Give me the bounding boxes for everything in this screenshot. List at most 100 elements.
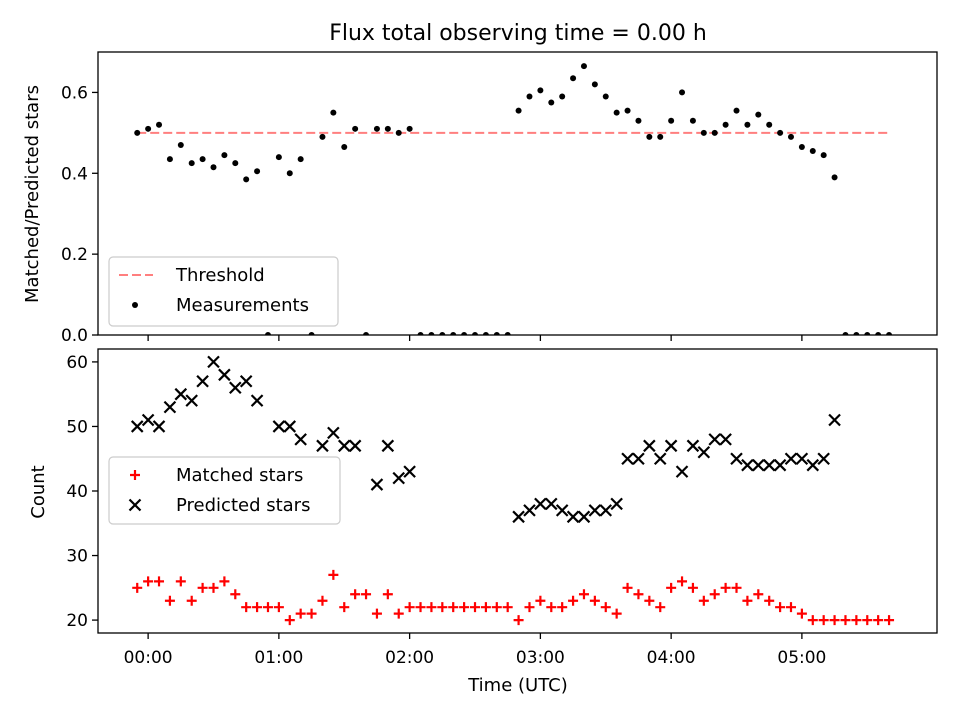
legend-box <box>108 456 341 525</box>
matched-star-marker <box>655 602 666 613</box>
measurement-point <box>330 109 337 116</box>
matched-star-marker <box>568 595 579 606</box>
x-tick-label: 03:00 <box>516 648 565 668</box>
matched-star-marker <box>785 602 796 613</box>
matched-star-marker <box>677 576 688 587</box>
matched-star-marker <box>796 608 807 619</box>
y-tick-label: 50 <box>66 417 88 437</box>
matched-star-marker <box>241 602 252 613</box>
predicted-star-marker <box>653 452 667 466</box>
measurement-point <box>210 164 217 171</box>
measurement-point <box>537 87 544 94</box>
measurement-point <box>755 111 762 118</box>
matched-star-marker <box>132 582 143 593</box>
axes-frame <box>97 51 938 336</box>
measurement-point <box>689 117 696 124</box>
measurement-point <box>559 93 566 100</box>
matched-star-marker <box>339 602 350 613</box>
measurement-point <box>504 332 511 335</box>
measurement-point <box>428 332 435 335</box>
measurement-point <box>406 125 413 132</box>
predicted-star-marker <box>337 439 351 453</box>
predicted-star-marker <box>773 458 787 472</box>
measurement-point <box>864 332 871 335</box>
matched-star-marker <box>742 595 753 606</box>
predicted-star-marker <box>239 374 253 388</box>
predicted-star-marker <box>686 439 700 453</box>
matched-star-marker <box>611 608 622 619</box>
y-tick-label: 20 <box>66 611 88 631</box>
predicted-star-marker <box>392 471 406 485</box>
measurement-point <box>232 160 239 167</box>
y-tick-label: 0.0 <box>61 326 88 346</box>
measurement-point <box>733 107 740 114</box>
x-axis-label: Time (UTC) <box>467 675 568 696</box>
predicted-star-marker <box>621 452 634 466</box>
measurement-point <box>363 332 370 335</box>
measurement-point <box>286 170 293 177</box>
measurement-point <box>635 117 642 124</box>
predicted-star-marker <box>741 458 754 472</box>
predicted-star-marker <box>534 497 547 511</box>
predicted-star-marker <box>730 452 743 466</box>
measurement-point <box>319 133 326 140</box>
measurement-point <box>787 133 794 140</box>
legend-measurement-swatch <box>132 302 138 308</box>
legend-label: Measurements <box>176 295 309 316</box>
predicted-star-marker <box>664 439 678 453</box>
matched-star-marker <box>753 589 764 600</box>
matched-star-marker <box>404 602 415 613</box>
measurement-point <box>646 133 653 140</box>
measurement-point <box>602 93 609 100</box>
measurement-point <box>264 332 271 335</box>
predicted-star-marker <box>185 394 198 407</box>
predicted-star-marker <box>795 452 809 466</box>
matched-star-marker <box>557 602 568 613</box>
measurement-point <box>831 174 838 181</box>
matched-star-marker <box>470 602 481 613</box>
measurement-point <box>297 156 304 163</box>
predicted-star-marker <box>523 504 536 517</box>
matched-star-marker <box>175 576 186 587</box>
measurement-point <box>243 176 250 183</box>
predicted-star-marker <box>806 458 820 472</box>
measurement-point <box>461 332 468 335</box>
x-tick-label: 00:00 <box>124 648 173 668</box>
measurement-point <box>657 133 664 140</box>
predicted-star-marker <box>403 465 416 478</box>
matched-star-marker <box>884 615 895 626</box>
matched-star-marker <box>818 615 829 626</box>
measurement-point <box>766 121 773 128</box>
x-tick-label: 02:00 <box>385 648 434 668</box>
predicted-star-marker <box>545 497 558 511</box>
top-y-axis-label: Matched/Predicted stars <box>22 85 43 303</box>
matched-star-marker <box>600 602 611 613</box>
matched-star-marker <box>273 602 284 613</box>
matched-star-marker <box>480 602 491 613</box>
matched-star-marker <box>328 569 339 580</box>
predicted-star-marker <box>784 452 798 466</box>
predicted-star-marker <box>130 420 144 433</box>
matched-star-marker <box>807 615 818 626</box>
measurement-point <box>308 332 315 335</box>
matched-star-marker <box>491 602 502 613</box>
matched-star-marker <box>415 602 426 613</box>
predicted-star-marker <box>218 368 231 382</box>
bottom-y-axis-label: Count <box>28 465 49 518</box>
measurement-point <box>221 152 228 159</box>
axes-frame <box>97 348 938 634</box>
matched-star-marker <box>284 615 295 626</box>
legend-label: Threshold <box>175 265 265 286</box>
legend-matched-swatch <box>130 470 140 480</box>
measurement-point <box>853 332 860 335</box>
matched-star-marker <box>426 602 437 613</box>
matched-star-marker <box>197 582 208 593</box>
matched-star-marker <box>502 602 513 613</box>
matched-star-marker <box>371 608 382 619</box>
measurement-point <box>373 125 380 132</box>
predicted-star-marker <box>675 465 689 478</box>
matched-star-marker <box>262 602 273 613</box>
measurement-point <box>134 129 141 136</box>
matched-star-marker <box>644 595 655 606</box>
